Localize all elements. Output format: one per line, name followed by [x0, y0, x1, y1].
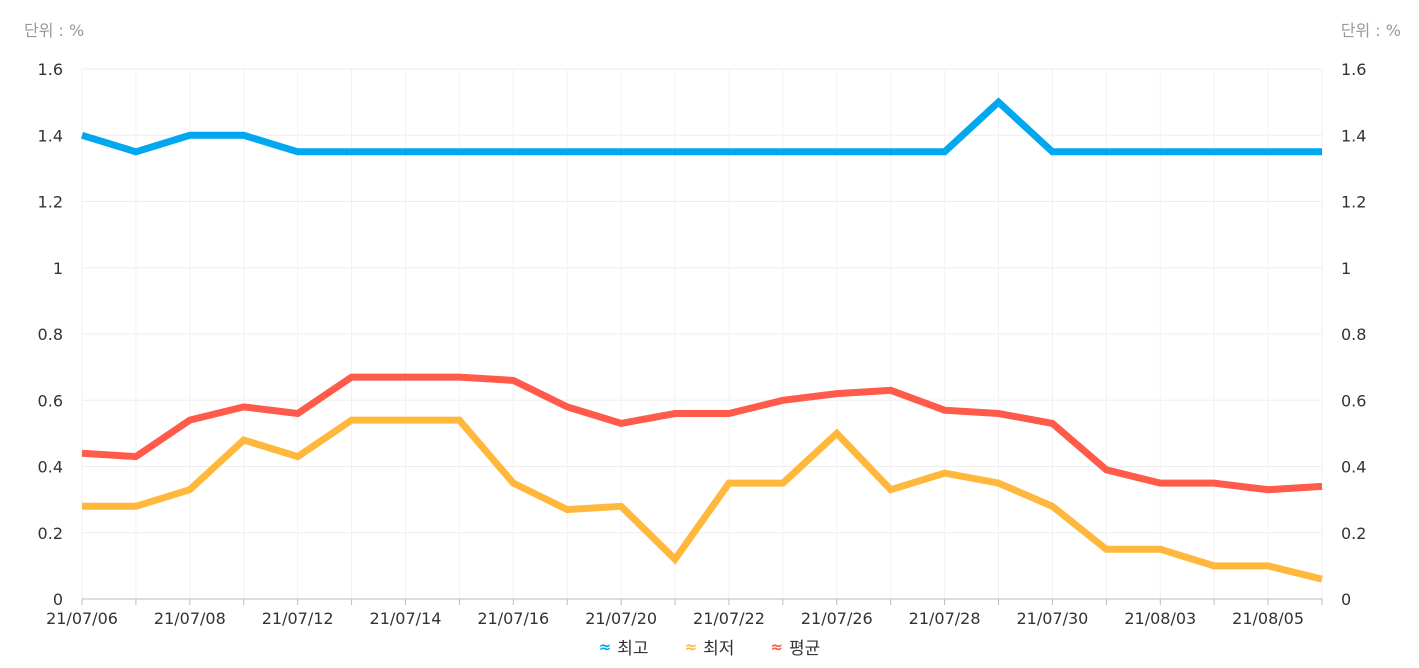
y-tick-label-left: 0: [53, 590, 63, 609]
y-tick-label-left: 1.6: [38, 60, 63, 79]
series-lines: [80, 97, 1323, 583]
x-tick-label: 21/07/08: [154, 609, 226, 628]
legend-line-icon: ≈: [770, 637, 783, 656]
x-tick-label: 21/07/30: [1017, 609, 1089, 628]
legend-label: 최저: [703, 639, 735, 659]
y-tick-label-left: 1.2: [38, 193, 63, 212]
unit-label-right: 단위 : %: [1340, 21, 1401, 40]
legend-item[interactable]: ≈ 최저: [684, 634, 735, 660]
x-tick-label: 21/08/03: [1124, 609, 1196, 628]
legend: ≈ 최고 ≈ 최저 ≈ 평균: [0, 634, 1419, 660]
x-tick-label: 21/07/28: [909, 609, 981, 628]
tick-labels: 0 0 0.2 0.2 0.4 0.4 0.6 0.6 0.8 0.8 1 1 1.2 1.2 1.4 1.4…: [38, 60, 1367, 628]
x-tick-label: 21/07/16: [477, 609, 549, 628]
y-tick-label-right: 0.6: [1341, 391, 1366, 410]
legend-label: 최고: [617, 639, 649, 659]
y-tick-label-left: 0.4: [38, 458, 63, 477]
y-tick-label-right: 1.2: [1341, 193, 1366, 212]
series-line-최저: [82, 416, 1323, 583]
y-tick-label-left: 0.2: [38, 524, 63, 543]
x-tick-label: 21/07/14: [370, 609, 442, 628]
unit-label-left: 단위 : %: [24, 21, 85, 40]
y-tick-label-right: 0.8: [1341, 325, 1366, 344]
legend-label: 평균: [789, 639, 821, 659]
y-tick-label-left: 0.6: [38, 391, 63, 410]
y-tick-label-right: 0.4: [1341, 458, 1366, 477]
x-tick-label: 21/07/26: [801, 609, 873, 628]
x-tick-label: 21/08/05: [1232, 609, 1304, 628]
series-line-평균: [81, 373, 1323, 494]
series-line-최고: [80, 97, 1322, 156]
axes: [81, 598, 1323, 605]
y-tick-label-left: 1.4: [38, 126, 63, 145]
y-tick-label-right: 1: [1341, 259, 1351, 278]
y-tick-label-right: 1.4: [1341, 126, 1366, 145]
x-tick-label: 21/07/12: [262, 609, 334, 628]
y-tick-label-right: 1.6: [1341, 60, 1366, 79]
y-tick-label-right: 0.2: [1341, 524, 1366, 543]
legend-line-icon: ≈: [684, 637, 698, 656]
y-tick-label-left: 1: [53, 259, 63, 278]
x-tick-label: 21/07/22: [693, 609, 765, 628]
x-tick-label: 21/07/06: [46, 609, 118, 628]
legend-item[interactable]: ≈ 평균: [770, 634, 821, 660]
legend-item[interactable]: ≈ 최고: [598, 634, 649, 660]
grid-lines: [81, 68, 1323, 599]
x-tick-label: 21/07/20: [585, 609, 657, 628]
legend-line-icon: ≈: [598, 637, 612, 656]
y-tick-label-right: 0: [1341, 590, 1351, 609]
y-tick-label-left: 0.8: [38, 325, 63, 344]
